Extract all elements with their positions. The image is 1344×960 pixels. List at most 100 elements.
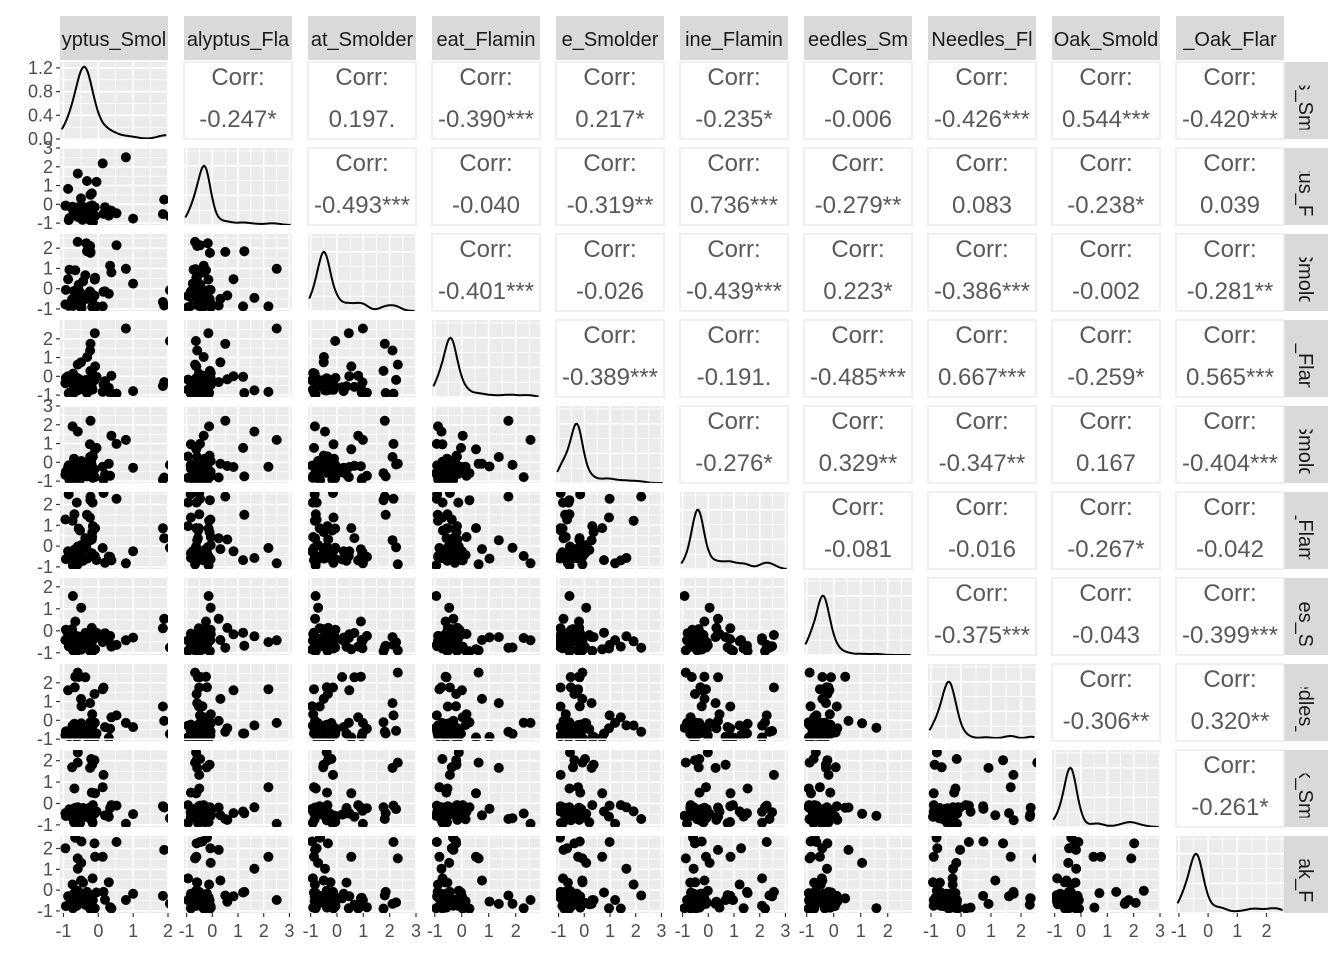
scatter-point xyxy=(328,512,339,523)
scatter-point xyxy=(213,802,224,813)
scatter-point xyxy=(203,723,214,734)
strip-right-7: dles_S xyxy=(1284,578,1328,655)
scatter-point xyxy=(239,808,250,819)
scatter-point xyxy=(565,672,576,682)
scatter-point xyxy=(322,838,333,849)
scatter-point xyxy=(98,769,109,780)
scatter-point xyxy=(191,689,202,699)
scatter-point xyxy=(680,757,691,768)
scatter-point xyxy=(157,623,168,634)
strip-right-label-5: _Smold xyxy=(1294,410,1316,479)
scatter-point xyxy=(111,208,122,219)
scatter-point xyxy=(309,684,319,695)
scatter-point xyxy=(87,200,98,211)
corr-value-6-8: -0.016 xyxy=(948,536,1016,563)
scatter-point xyxy=(195,493,205,504)
scatter-point xyxy=(111,710,122,721)
scatter-point xyxy=(184,451,193,462)
scatter-panel-10-8 xyxy=(928,836,1037,913)
y-tick-label: 2 xyxy=(43,673,53,693)
corr-label: Corr: xyxy=(1079,322,1132,349)
x-tick-label: 0 xyxy=(457,921,467,941)
scatter-point xyxy=(85,189,96,200)
scatter-point xyxy=(577,853,588,864)
scatter-point xyxy=(203,328,214,339)
scatter-point xyxy=(87,450,98,461)
scatter-point xyxy=(159,715,168,726)
density-panel-2-2 xyxy=(184,148,292,226)
scatter-point xyxy=(742,718,753,729)
scatter-point xyxy=(330,336,341,346)
corr-label: Corr: xyxy=(1203,322,1256,349)
scatter-point xyxy=(318,352,329,362)
scatter-panel-10-1 xyxy=(60,836,169,913)
scatter-point xyxy=(451,731,462,741)
scatter-point xyxy=(330,473,341,483)
corr-value-4-5: -0.389*** xyxy=(562,364,658,391)
scatter-point xyxy=(604,837,615,847)
corr-value-2-10: 0.039 xyxy=(1200,192,1260,219)
x-tick-label: 3 xyxy=(411,921,421,941)
scatter-point xyxy=(441,473,452,483)
scatter-point xyxy=(442,701,453,712)
scatter-point xyxy=(90,788,101,799)
scatter-point xyxy=(574,616,584,627)
scatter-point xyxy=(451,551,462,562)
scatter-point xyxy=(184,817,193,827)
scatter-point xyxy=(503,642,514,653)
scatter-point xyxy=(575,492,586,500)
scatter-point xyxy=(473,853,484,864)
corr-label: Corr: xyxy=(459,236,512,263)
strip-top-label-9: Oak_Smold xyxy=(1054,29,1159,51)
scatter-point xyxy=(213,472,224,483)
scatter-point xyxy=(484,896,495,907)
scatter-point xyxy=(701,813,712,824)
scatter-point xyxy=(263,851,274,862)
scatter-point xyxy=(444,682,455,693)
scatter-point xyxy=(713,672,724,683)
scatter-point xyxy=(164,642,168,653)
scatter-point xyxy=(564,495,575,506)
scatter-point xyxy=(725,723,736,734)
scatter-point xyxy=(577,645,588,655)
scatter-point xyxy=(518,472,529,483)
scatter-point xyxy=(807,890,818,901)
corr-label: Corr: xyxy=(831,64,884,91)
corr-value-1-4: -0.390*** xyxy=(438,106,534,133)
scatter-point xyxy=(444,602,455,613)
scatter-point xyxy=(621,863,632,874)
corr-panel-2-8: Corr: 0.083 xyxy=(927,147,1037,226)
scatter-point xyxy=(203,591,214,601)
scatter-point xyxy=(720,731,731,741)
scatter-panel-6-1 xyxy=(60,482,169,569)
scatter-point xyxy=(87,902,98,913)
scatter-point xyxy=(820,731,831,741)
strip-top-label-1: yptus_Smol xyxy=(62,29,167,51)
scatter-point xyxy=(998,838,1009,849)
scatter-point xyxy=(556,550,566,561)
scatter-point xyxy=(194,888,205,899)
scatter-point xyxy=(194,509,205,520)
scatter-point xyxy=(699,875,710,886)
scatter-point xyxy=(725,817,736,827)
scatter-panel-10-2 xyxy=(184,836,292,913)
y-tick-label: 2 xyxy=(43,838,53,858)
scatter-point xyxy=(355,544,366,555)
scatter-point xyxy=(710,698,721,709)
scatter-point xyxy=(85,246,96,257)
scatter-point xyxy=(440,893,451,904)
scatter-point xyxy=(238,442,249,453)
scatter-point xyxy=(159,613,168,624)
scatter-point xyxy=(190,853,201,864)
scatter-point xyxy=(832,723,843,734)
scatter-point xyxy=(322,375,333,386)
scatter-point xyxy=(699,802,710,813)
scatter-point xyxy=(822,863,832,874)
density-line-3 xyxy=(308,250,415,311)
scatter-point xyxy=(202,238,213,249)
scatter-point xyxy=(557,892,568,903)
scatter-point xyxy=(322,689,333,699)
scatter-point xyxy=(1111,886,1122,897)
scatter-point xyxy=(599,627,609,638)
scatter-point xyxy=(680,810,690,821)
